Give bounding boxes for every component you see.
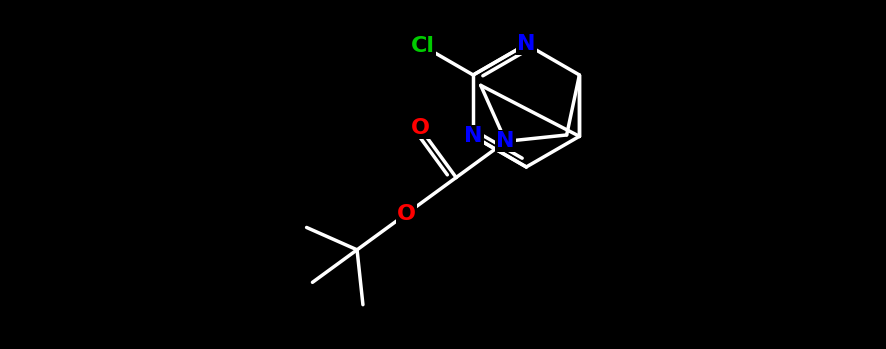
Text: O: O <box>397 204 416 224</box>
Text: N: N <box>517 34 535 54</box>
Text: O: O <box>410 118 430 138</box>
Text: Cl: Cl <box>411 36 435 56</box>
Text: N: N <box>464 126 483 146</box>
Text: N: N <box>496 131 515 151</box>
